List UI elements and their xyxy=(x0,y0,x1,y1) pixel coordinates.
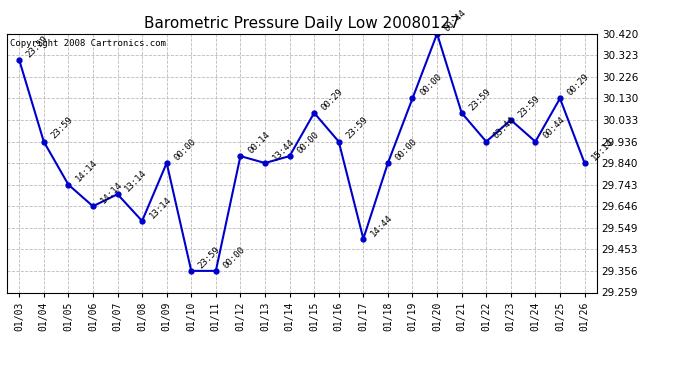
Text: 23:59: 23:59 xyxy=(516,94,542,119)
Text: 14:14: 14:14 xyxy=(74,159,99,184)
Text: 00:29: 00:29 xyxy=(319,87,345,112)
Text: 14:14: 14:14 xyxy=(99,180,124,206)
Text: 23:59: 23:59 xyxy=(197,245,222,270)
Text: 00:00: 00:00 xyxy=(221,245,247,270)
Text: 15:14: 15:14 xyxy=(590,137,615,162)
Text: 00:00: 00:00 xyxy=(418,72,444,98)
Text: 13:44: 13:44 xyxy=(270,137,296,162)
Text: 00:44: 00:44 xyxy=(442,8,468,33)
Title: Barometric Pressure Daily Low 20080127: Barometric Pressure Daily Low 20080127 xyxy=(144,16,460,31)
Text: 23:59: 23:59 xyxy=(25,34,50,59)
Text: 00:29: 00:29 xyxy=(566,72,591,98)
Text: 23:59: 23:59 xyxy=(467,87,493,112)
Text: Copyright 2008 Cartronics.com: Copyright 2008 Cartronics.com xyxy=(10,39,166,48)
Text: 00:14: 00:14 xyxy=(246,130,271,155)
Text: 00:00: 00:00 xyxy=(172,137,197,162)
Text: 23:59: 23:59 xyxy=(49,116,75,141)
Text: 00:44: 00:44 xyxy=(541,116,566,141)
Text: 13:14: 13:14 xyxy=(123,168,148,194)
Text: 03:44: 03:44 xyxy=(492,116,518,141)
Text: 23:59: 23:59 xyxy=(344,116,370,141)
Text: 00:00: 00:00 xyxy=(393,137,419,162)
Text: 13:14: 13:14 xyxy=(148,195,173,220)
Text: 14:44: 14:44 xyxy=(369,213,394,238)
Text: 00:00: 00:00 xyxy=(295,130,321,155)
